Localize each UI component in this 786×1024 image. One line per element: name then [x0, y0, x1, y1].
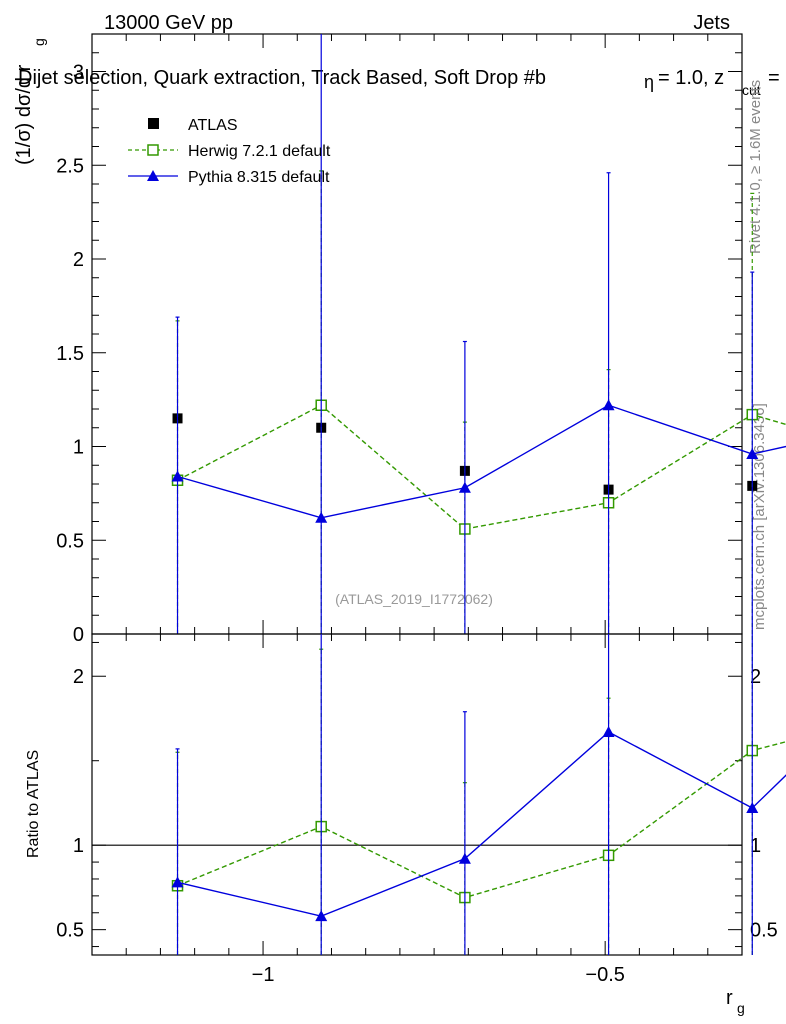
main-ytick-label: 3	[73, 62, 84, 84]
main-ytick-label: 0	[73, 624, 84, 646]
ratio-ytick-label: 2	[73, 666, 84, 688]
jets-label: Jets	[693, 12, 730, 34]
main-ytick-label: 0.5	[56, 530, 84, 552]
ratio-ytick-label-right: 1	[750, 835, 761, 857]
y-axis-label-main: (1/σ) dσ/d r	[13, 64, 35, 165]
pythia-data-point	[458, 852, 471, 864]
ratio-plot-panel: 0.5 0.5 1 1 2 2 −1 −0.5	[56, 633, 786, 986]
legend-marker-herwig	[147, 144, 159, 156]
pythia-data-point	[458, 481, 471, 493]
y-axis-label-main-sub: g	[31, 38, 47, 46]
y-axis-label-ratio: Ratio to ATLAS	[25, 750, 42, 858]
main-ytick-label: 1	[73, 437, 84, 459]
pythia-series-line	[177, 731, 786, 917]
rivet-label: Rivet 4.1.0, ≥ 1.6M events	[747, 80, 764, 254]
legend-marker-pythia	[147, 170, 159, 181]
main-ytick-label: 2	[73, 249, 84, 271]
x-axis-label-sub: g	[737, 1000, 745, 1016]
mcplots-label: mcplots.cern.ch [arXiv:1306.3436]	[751, 403, 768, 630]
pythia-data-point	[315, 910, 328, 922]
legend-label-pythia: Pythia 8.315 default	[188, 169, 330, 186]
pythia-data-point	[315, 511, 328, 523]
energy-label: 13000 GeV pp	[104, 12, 233, 34]
pythia-data-point	[746, 448, 759, 459]
ratio-ytick-label-right: 2	[750, 666, 761, 688]
ratio-ytick-label: 1	[73, 835, 84, 857]
legend-label-herwig: Herwig 7.2.1 default	[188, 143, 331, 160]
x-tick-label: −1	[252, 964, 275, 986]
plot-title-end: =	[768, 67, 780, 89]
plot-title-tail: = 1.0, z	[658, 67, 724, 89]
ratio-ytick-label-right: 0.5	[750, 920, 778, 942]
plot-title-sub: cut	[742, 82, 761, 98]
main-ytick-label: 2.5	[56, 155, 84, 177]
legend-label-atlas: ATLAS	[188, 117, 238, 134]
main-plot-panel: 0 0.5 1 1.5 2 2.5 3	[56, 33, 786, 646]
analysis-watermark: (ATLAS_2019_I1772062)	[335, 591, 493, 607]
legend: ATLAS Herwig 7.2.1 default Pythia 8.315 …	[128, 117, 331, 186]
pythia-data-point	[602, 725, 615, 737]
pythia-series-line	[177, 404, 786, 519]
ratio-ytick-label: 0.5	[56, 920, 84, 942]
ratio-frame	[91, 633, 743, 956]
x-axis-label: r	[726, 987, 733, 1009]
pythia-data-point	[171, 470, 184, 482]
pythia-data-point	[602, 399, 615, 411]
main-ytick-label: 1.5	[56, 343, 84, 365]
x-tick-label: −0.5	[585, 964, 624, 986]
legend-marker-atlas	[148, 118, 159, 129]
herwig-series-line	[177, 740, 786, 899]
herwig-series-line	[177, 404, 786, 530]
pythia-data-point	[746, 802, 759, 814]
pythia-data-point	[171, 876, 184, 888]
title-eta: η	[644, 72, 654, 92]
plot-title: Dijet selection, Quark extraction, Track…	[18, 67, 546, 89]
